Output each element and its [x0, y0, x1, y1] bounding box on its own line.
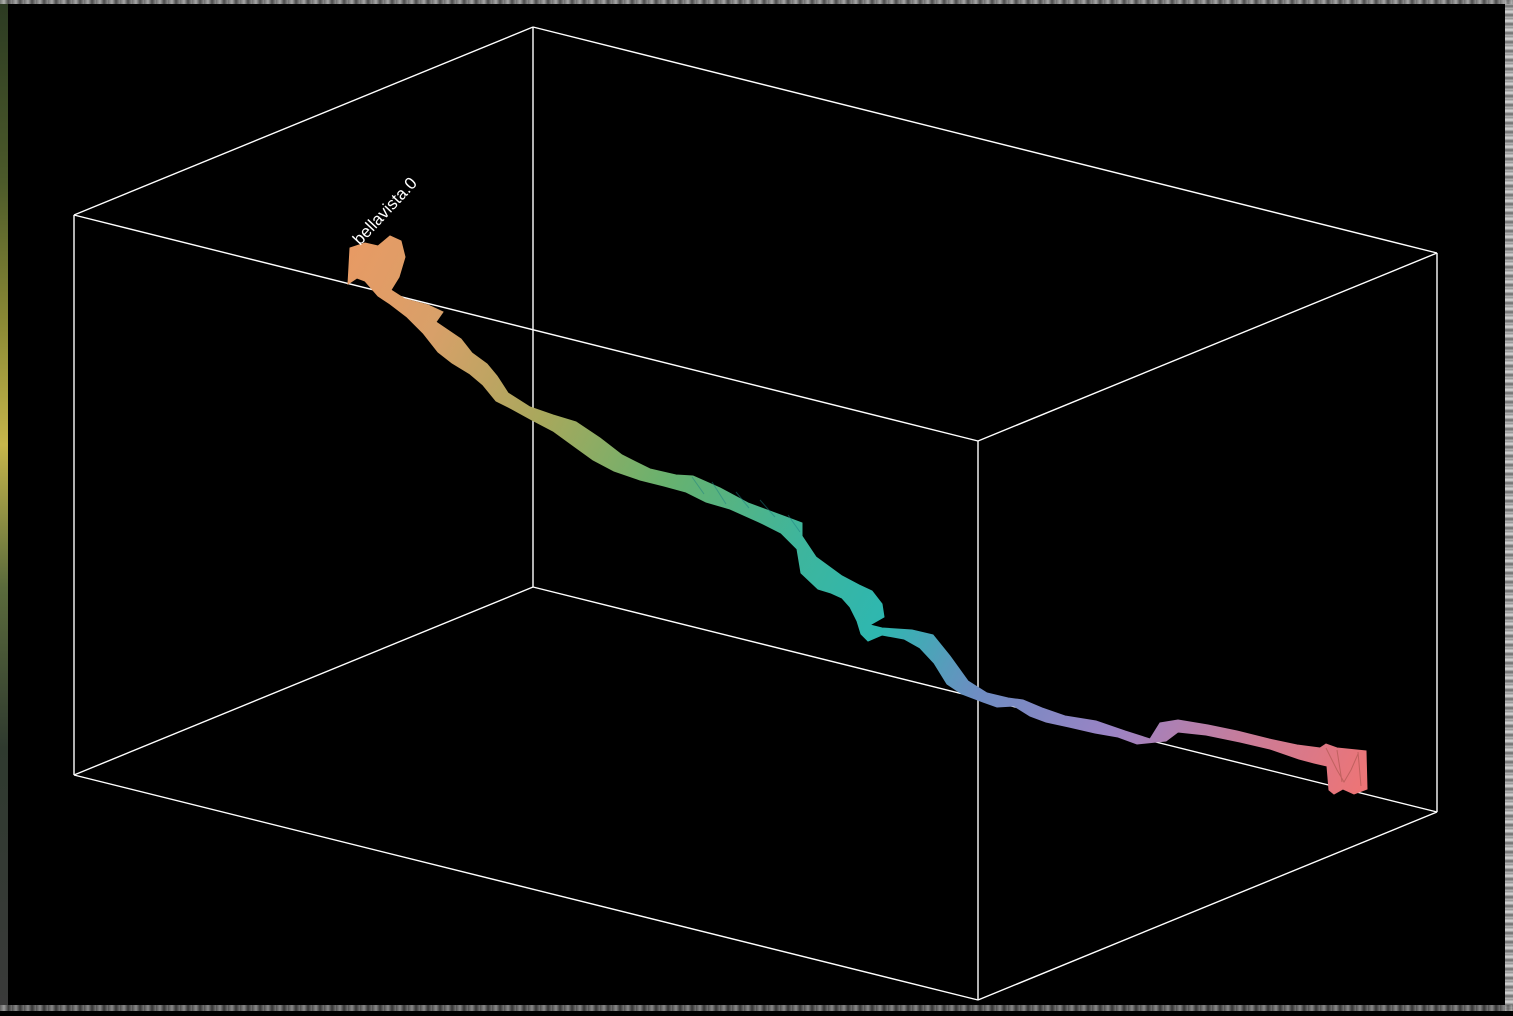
box-edge	[977, 252, 1438, 442]
box-edge	[977, 811, 1438, 1001]
passage-body	[347, 235, 1368, 795]
background-edge-top	[0, 0, 1513, 4]
cave-passage[interactable]	[347, 235, 1368, 795]
passage-wall-detail	[691, 476, 801, 533]
background-edge-right	[1505, 0, 1513, 1011]
box-edge	[73, 774, 979, 1001]
box-edge	[532, 26, 1438, 254]
background-edge-bottom	[0, 1005, 1513, 1011]
background-edge-left	[0, 0, 8, 1011]
box-edge	[73, 586, 534, 776]
station-label: bellavista.0	[349, 174, 421, 249]
box-edge	[73, 26, 534, 216]
passage-wall-detail	[1325, 747, 1362, 787]
box-edge	[73, 214, 979, 442]
